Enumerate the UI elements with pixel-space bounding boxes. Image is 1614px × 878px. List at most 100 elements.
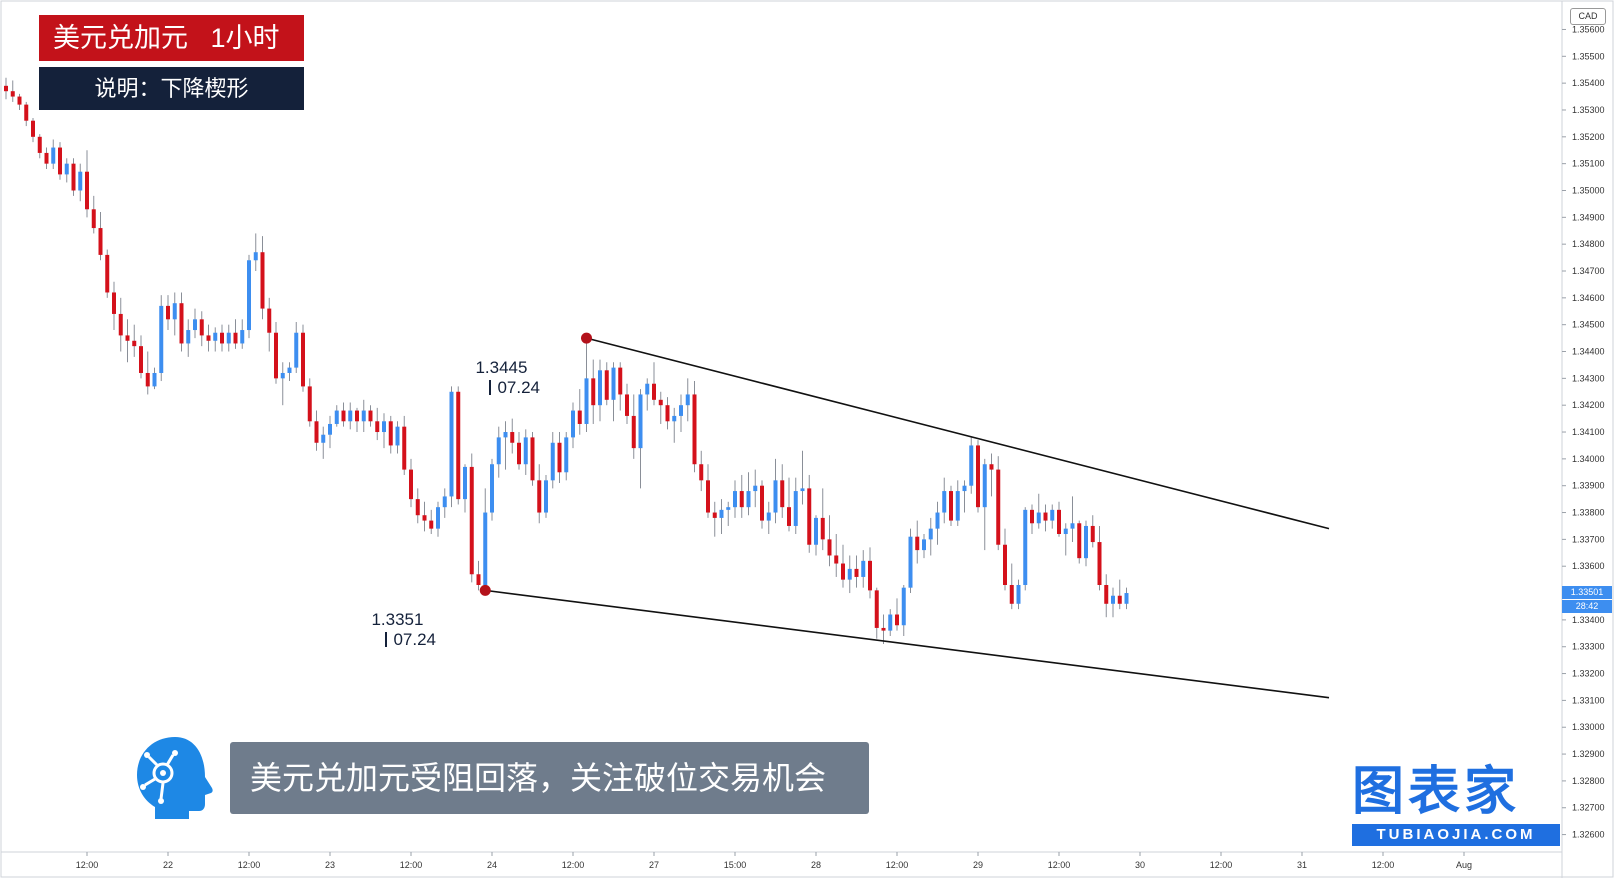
candle[interactable]	[510, 418, 515, 454]
candle[interactable]	[530, 432, 535, 486]
candle[interactable]	[631, 394, 636, 459]
trendline-lower[interactable]	[485, 589, 1330, 699]
candle[interactable]	[618, 362, 623, 411]
candle[interactable]	[928, 517, 933, 556]
candle[interactable]	[301, 324, 305, 392]
candle[interactable]	[814, 515, 818, 556]
candle[interactable]	[382, 413, 386, 449]
candle[interactable]	[415, 488, 420, 524]
currency-badge[interactable]: CAD	[1570, 8, 1606, 25]
candle[interactable]	[253, 233, 258, 272]
candle[interactable]	[152, 367, 157, 390]
candle[interactable]	[118, 297, 123, 352]
candle[interactable]	[1097, 525, 1102, 591]
candle[interactable]	[213, 327, 218, 352]
candle[interactable]	[982, 458, 987, 551]
candle[interactable]	[766, 501, 771, 535]
candle[interactable]	[679, 394, 683, 433]
candle[interactable]	[78, 163, 83, 202]
candle[interactable]	[463, 464, 467, 513]
candle[interactable]	[233, 319, 238, 349]
candle[interactable]	[598, 359, 602, 422]
candle[interactable]	[962, 480, 967, 513]
candle[interactable]	[409, 458, 413, 508]
candle[interactable]	[341, 402, 346, 427]
candle[interactable]	[260, 236, 265, 320]
candle[interactable]	[672, 407, 677, 443]
candle[interactable]	[172, 292, 177, 336]
candle[interactable]	[537, 464, 542, 524]
candle[interactable]	[280, 362, 285, 406]
candle[interactable]	[665, 397, 670, 430]
candle[interactable]	[334, 405, 339, 427]
candle[interactable]	[544, 474, 548, 518]
candle[interactable]	[388, 415, 393, 454]
candle[interactable]	[375, 407, 380, 441]
candle[interactable]	[206, 324, 211, 352]
candle[interactable]	[739, 474, 744, 518]
candle[interactable]	[294, 321, 299, 373]
candle[interactable]	[112, 281, 116, 331]
candle[interactable]	[645, 378, 650, 411]
candle[interactable]	[800, 450, 805, 505]
candle[interactable]	[267, 297, 272, 352]
candle[interactable]	[1043, 504, 1048, 532]
candle[interactable]	[760, 480, 764, 529]
candle[interactable]	[503, 421, 508, 470]
candle[interactable]	[949, 485, 953, 526]
candle[interactable]	[429, 509, 434, 535]
candle[interactable]	[355, 407, 359, 433]
candle[interactable]	[186, 319, 191, 357]
candle[interactable]	[145, 351, 150, 395]
candle[interactable]	[17, 93, 22, 110]
candle[interactable]	[91, 195, 96, 234]
candle[interactable]	[321, 426, 326, 459]
candle[interactable]	[571, 402, 575, 449]
candle[interactable]	[179, 292, 184, 352]
candle[interactable]	[442, 488, 447, 518]
candle[interactable]	[868, 547, 872, 599]
candle[interactable]	[456, 386, 461, 505]
candle[interactable]	[1104, 574, 1109, 618]
candle[interactable]	[361, 399, 366, 433]
candle[interactable]	[490, 458, 494, 521]
candle[interactable]	[1030, 504, 1034, 535]
candle[interactable]	[395, 421, 400, 454]
candle[interactable]	[935, 501, 940, 545]
candle[interactable]	[604, 362, 609, 406]
candle[interactable]	[969, 437, 974, 494]
candle[interactable]	[449, 386, 454, 508]
candle[interactable]	[24, 101, 29, 127]
candle[interactable]	[1117, 579, 1122, 610]
trendline-anchor-lower[interactable]	[479, 584, 491, 596]
candle[interactable]	[854, 555, 859, 588]
trendline-anchor-upper[interactable]	[581, 332, 592, 344]
candle[interactable]	[1036, 493, 1041, 529]
candle[interactable]	[1057, 501, 1061, 537]
candle[interactable]	[638, 389, 643, 489]
candle[interactable]	[1009, 563, 1014, 610]
candle[interactable]	[44, 147, 49, 170]
candle[interactable]	[955, 480, 960, 526]
candle[interactable]	[820, 488, 825, 551]
candle[interactable]	[746, 472, 751, 516]
candle[interactable]	[780, 464, 785, 518]
candle[interactable]	[712, 501, 717, 537]
candle[interactable]	[193, 308, 197, 339]
candle[interactable]	[402, 415, 407, 475]
candle[interactable]	[841, 544, 845, 588]
candle[interactable]	[71, 158, 76, 196]
candle[interactable]	[1124, 587, 1129, 610]
candle[interactable]	[240, 319, 245, 349]
candle[interactable]	[1023, 507, 1028, 591]
candle[interactable]	[591, 359, 596, 424]
candle[interactable]	[652, 362, 656, 406]
candle[interactable]	[368, 405, 373, 427]
candle[interactable]	[908, 528, 913, 594]
candle[interactable]	[220, 324, 224, 352]
candle[interactable]	[625, 383, 629, 424]
candle[interactable]	[139, 335, 143, 379]
candle[interactable]	[881, 614, 886, 645]
candle[interactable]	[895, 598, 899, 631]
candle[interactable]	[834, 534, 839, 577]
